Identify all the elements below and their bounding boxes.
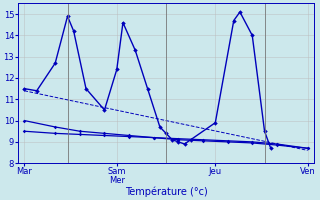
X-axis label: Température (°c): Température (°c) [125,186,207,197]
